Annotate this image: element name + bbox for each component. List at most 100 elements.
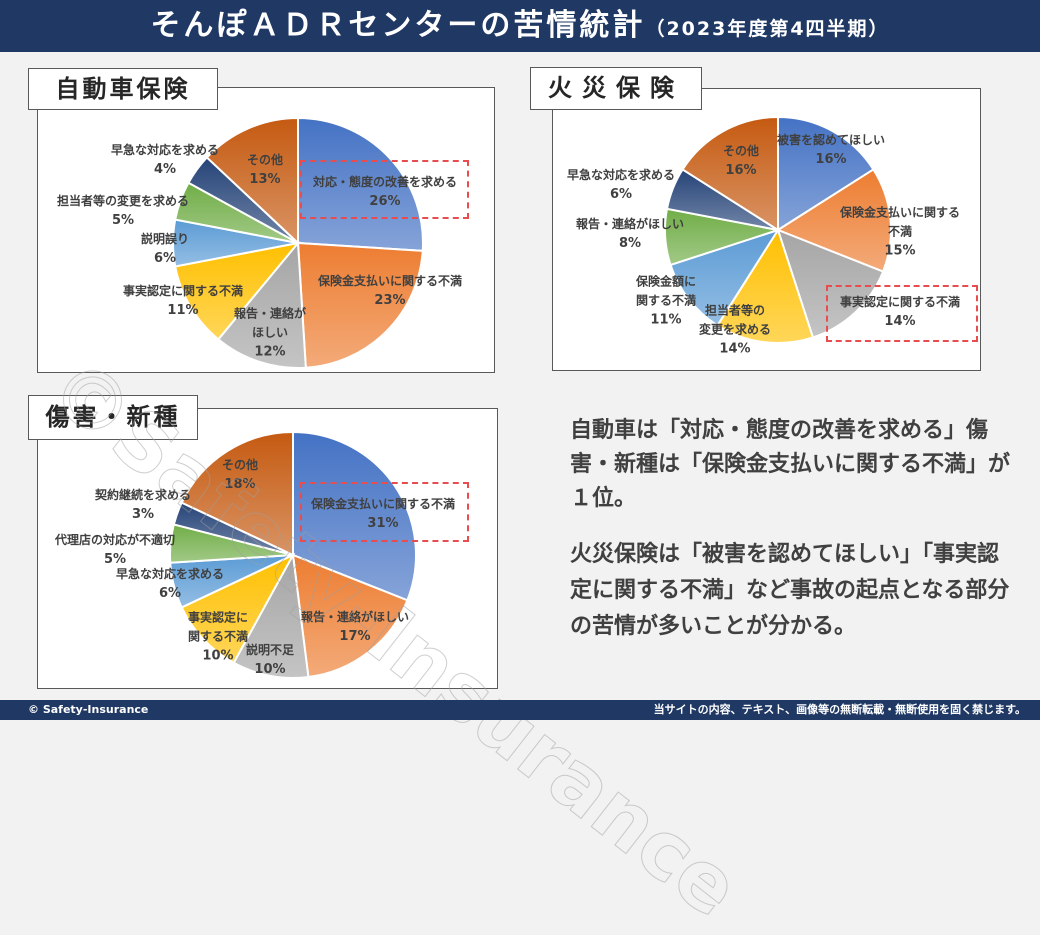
slice-label: 早急な対応を求める 6% — [567, 166, 675, 204]
slice-label: 担当者等の変更を求める 5% — [57, 192, 189, 230]
pie-slice — [174, 241, 301, 341]
slice-percent: 6% — [158, 586, 182, 601]
slice-label-text: 保険金支払いに関する不満 — [317, 274, 463, 288]
slice-label-text: 説明誤り — [140, 232, 190, 246]
slice-percent: 5% — [103, 552, 127, 567]
slice-label-text: 報告・連絡がほしい — [575, 217, 685, 231]
slice-percent: 11% — [650, 312, 682, 328]
slice-label: 早急な対応を求める 6% — [116, 565, 224, 603]
slice-label: 契約継続を求める 3% — [95, 486, 191, 524]
slice-label: 被害を認めてほしい 16% — [777, 131, 885, 169]
slice-label-text: 代理店の対応が不適切 — [54, 533, 176, 547]
slice-label-text: 早急な対応を求める — [566, 168, 676, 182]
slice-label-text: その他 — [221, 458, 259, 472]
pie-slice — [669, 228, 781, 327]
highlight-box-fire — [826, 285, 978, 342]
pie-slice — [232, 551, 310, 679]
summary-paragraph-1: 自動車は「対応・態度の改善を求める」傷害・新種は「保険金支払いに関する不満」が１… — [570, 418, 1011, 511]
slice-percent: 26% — [369, 194, 401, 209]
slice-label-text: 契約継続を求める — [94, 488, 192, 502]
slice-label-text: 事実認定に関する不満 — [122, 284, 244, 298]
slice-label-text: 保険金支払いに関する不満 — [310, 497, 456, 511]
copy-notice: 当サイトの内容、テキスト、画像等の無断転載・無断使用を固く禁じます。 — [653, 703, 1026, 716]
pie-slice — [292, 430, 417, 602]
slice-label: 早急な対応を求める 4% — [111, 141, 219, 179]
highlight-box-auto — [300, 160, 469, 219]
slice-percent: 6% — [153, 251, 177, 266]
pie-slice — [216, 240, 307, 369]
slice-label: 保険金額に 関する不満 11% — [636, 273, 696, 330]
slice-label: その他 18% — [222, 456, 258, 494]
slice-label-text: 担当者等の変更を求める — [56, 194, 190, 208]
pie-slice — [775, 168, 892, 273]
page-footer: © Safety-Insurance 当サイトの内容、テキスト、画像等の無断転載・… — [0, 700, 1040, 720]
slice-percent: 16% — [725, 163, 757, 178]
slice-percent: 14% — [884, 314, 916, 329]
slice-label-text: 対応・態度の改善を求める — [312, 175, 458, 189]
slice-label: 対応・態度の改善を求める 26% — [313, 173, 457, 211]
slice-label-text: その他 — [246, 153, 284, 167]
slice-label-text: 担当者等の 変更を求める — [698, 303, 772, 337]
page-header: そんぽＡＤＲセンターの苦情統計（2023年度第4四半期） — [0, 0, 1040, 52]
slice-percent: 13% — [249, 172, 281, 187]
chart-title-fire: 火災保険 — [530, 67, 702, 110]
slice-label: 保険金支払いに関する 不満 15% — [840, 204, 960, 261]
slice-percent: 12% — [254, 344, 286, 360]
slice-percent: 10% — [254, 662, 286, 677]
pie-slice — [681, 115, 779, 232]
slice-percent: 8% — [618, 236, 642, 251]
slice-label-text: 早急な対応を求める — [115, 567, 225, 581]
highlight-box-injury — [300, 482, 469, 542]
chart-title-auto: 自動車保険 — [28, 68, 218, 110]
slice-label: その他 16% — [723, 142, 759, 180]
slice-percent: 3% — [131, 507, 155, 522]
slice-label: 事実認定に関する不満 14% — [840, 293, 960, 331]
slice-percent: 6% — [609, 187, 633, 202]
slice-label-text: 保険金額に 関する不満 — [635, 274, 697, 308]
pie-slice — [291, 553, 409, 679]
slice-percent: 4% — [153, 162, 177, 177]
slice-percent: 23% — [374, 293, 406, 308]
slice-label: 説明不足 10% — [246, 641, 294, 679]
chart-title-injury: 傷害・新種 — [28, 395, 198, 440]
slice-label: 保険金支払いに関する不満 23% — [318, 272, 462, 310]
slice-percent: 10% — [202, 648, 234, 664]
slice-percent: 16% — [815, 152, 847, 167]
slice-label-text: 早急な対応を求める — [110, 143, 220, 157]
slice-label-text: 報告・連絡が ほしい — [233, 306, 307, 340]
slice-percent: 18% — [224, 477, 256, 492]
slice-percent: 11% — [167, 303, 199, 318]
slice-label-text: 被害を認めてほしい — [776, 133, 886, 147]
slice-label: 保険金支払いに関する不満 31% — [311, 495, 455, 533]
slice-label: その他 13% — [247, 151, 283, 189]
pie-slice — [180, 552, 296, 665]
slice-label-text: 事実認定に 関する不満 — [187, 610, 249, 644]
slice-percent: 17% — [339, 629, 371, 644]
page-subtitle: （2023年度第4四半期） — [645, 18, 890, 40]
slice-label: 報告・連絡がほしい 8% — [576, 215, 684, 253]
slice-label: 事実認定に 関する不満 10% — [188, 609, 248, 666]
pie-slice — [716, 227, 815, 344]
slice-label: 代理店の対応が不適切 5% — [55, 531, 175, 569]
slice-percent: 15% — [884, 243, 916, 259]
slice-label: 事実認定に関する不満 11% — [123, 282, 243, 320]
slice-percent: 5% — [111, 213, 135, 228]
slice-label: 説明誤り 6% — [141, 230, 189, 268]
page-title: そんぽＡＤＲセンターの苦情統計 — [150, 8, 646, 43]
slice-label: 報告・連絡が ほしい 12% — [234, 305, 306, 362]
slice-label-text: 説明不足 — [245, 643, 295, 657]
slice-label-text: 報告・連絡がほしい — [300, 610, 410, 624]
slice-label-text: その他 — [722, 144, 760, 158]
slice-label: 報告・連絡がほしい 17% — [301, 608, 409, 646]
pie-charts — [169, 115, 892, 679]
pie-slice — [777, 115, 875, 232]
slice-percent: 31% — [367, 516, 399, 531]
pie-slice — [296, 241, 424, 369]
slice-label: 担当者等の 変更を求める 14% — [699, 302, 771, 359]
pie-slice — [205, 116, 299, 246]
summary-paragraph-2: 火災保険は「被害を認めてほしい」「事実認定に関する不満」など事故の起点となる部分… — [570, 542, 1010, 639]
slice-percent: 14% — [719, 341, 751, 357]
slice-label-text: 保険金支払いに関する 不満 — [839, 205, 961, 239]
slice-label-text: 事実認定に関する不満 — [839, 295, 961, 309]
copyright: © Safety-Insurance — [28, 703, 149, 716]
